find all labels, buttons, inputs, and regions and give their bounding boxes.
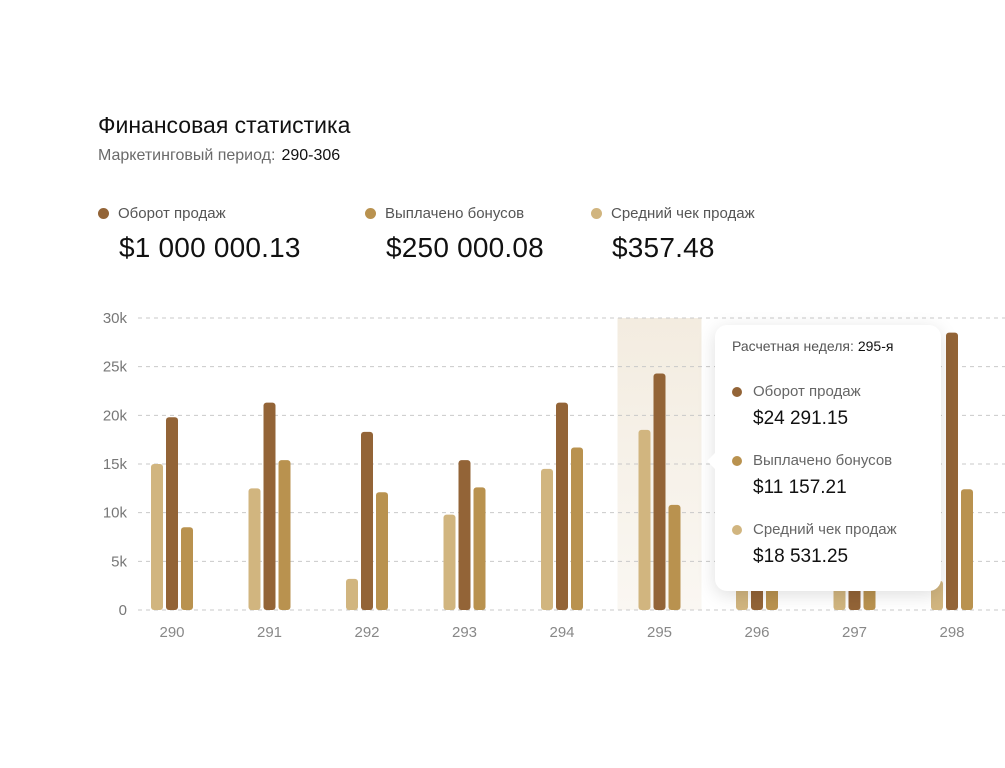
- x-tick-label: 292: [354, 624, 379, 641]
- y-tick-label: 25k: [103, 359, 128, 376]
- kpi-avg-check-label: Средний чек продаж: [611, 205, 755, 222]
- bar[interactable]: [653, 373, 666, 610]
- y-tick-label: 10k: [103, 505, 128, 522]
- x-tick-label: 291: [257, 624, 282, 641]
- period-label: Маркетинговый период:: [98, 147, 276, 164]
- tooltip-bonuses-value: $11 157.21: [753, 477, 847, 498]
- bar[interactable]: [961, 489, 973, 610]
- bar[interactable]: [668, 504, 681, 610]
- kpi-turnover: Оборот продаж $1 000 000.13: [98, 205, 301, 264]
- bar[interactable]: [166, 417, 178, 610]
- x-tick-label: 296: [744, 624, 769, 641]
- tooltip-dot-avg-check: [732, 524, 742, 535]
- kpi-bonuses-value: $250 000.08: [386, 232, 544, 263]
- y-tick-label: 5k: [111, 553, 127, 570]
- tooltip-row-avg-check: Средний чек продаж $18 531.25: [732, 521, 897, 568]
- tooltip-header: Расчетная неделя: 295-я: [732, 338, 893, 354]
- bar[interactable]: [638, 429, 651, 610]
- x-tick-label: 290: [159, 624, 184, 641]
- tooltip-turnover-label: Оборот продаж: [753, 383, 861, 400]
- bar[interactable]: [361, 431, 373, 610]
- page-title: Финансовая статистика: [98, 112, 351, 138]
- x-tick-label: 298: [939, 624, 964, 641]
- tooltip-row-bonuses: Выплачено бонусов $11 157.21: [732, 452, 892, 499]
- x-tick-label: 294: [549, 624, 574, 641]
- period-value: 290-306: [281, 147, 341, 164]
- marketing-period: Маркетинговый период: 290-306: [98, 147, 340, 165]
- bar[interactable]: [556, 402, 568, 610]
- bar[interactable]: [376, 492, 388, 610]
- bar[interactable]: [248, 488, 261, 610]
- y-tick-label: 30k: [103, 310, 128, 327]
- tooltip-dot-bonuses: [732, 455, 742, 466]
- tooltip-arrow: [707, 453, 715, 469]
- bar[interactable]: [946, 332, 958, 610]
- chart-tooltip: Расчетная неделя: 295-я Оборот продаж $24…: [707, 325, 941, 591]
- tooltip-avg-check-label: Средний чек продаж: [753, 521, 897, 538]
- bar[interactable]: [181, 527, 193, 610]
- bar[interactable]: [443, 514, 456, 610]
- tooltip-dot-turnover: [732, 386, 742, 397]
- tooltip-turnover-value: $24 291.15: [753, 408, 849, 429]
- legend-dot-bonuses: [365, 208, 376, 219]
- legend-dot-avg-check: [591, 208, 602, 219]
- kpi-avg-check-value: $357.48: [612, 232, 715, 263]
- bar[interactable]: [458, 460, 471, 610]
- tooltip-bonuses-label: Выплачено бонусов: [753, 452, 893, 469]
- tooltip-week-value: 295-я: [857, 338, 894, 354]
- kpi-bonuses-label: Выплачено бонусов: [385, 205, 525, 222]
- x-tick-label: 297: [842, 624, 867, 641]
- kpi-bonuses: Выплачено бонусов $250 000.08: [365, 205, 544, 264]
- bar[interactable]: [571, 447, 583, 610]
- bar[interactable]: [346, 578, 358, 610]
- bar[interactable]: [151, 464, 163, 610]
- legend-dot-turnover: [98, 208, 109, 219]
- bar[interactable]: [278, 460, 291, 610]
- kpi-turnover-label: Оборот продаж: [118, 205, 226, 222]
- bar[interactable]: [263, 402, 276, 610]
- bar[interactable]: [473, 487, 486, 610]
- kpi-avg-check: Средний чек продаж $357.48: [591, 205, 755, 264]
- tooltip-week-label: Расчетная неделя:: [732, 338, 854, 354]
- kpi-turnover-value: $1 000 000.13: [119, 232, 301, 263]
- y-tick-label: 0: [119, 602, 127, 619]
- bar[interactable]: [541, 468, 553, 610]
- y-tick-label: 15k: [103, 456, 128, 473]
- x-tick-label: 293: [452, 624, 477, 641]
- y-tick-label: 20k: [103, 407, 128, 424]
- tooltip-row-turnover: Оборот продаж $24 291.15: [732, 383, 861, 430]
- tooltip-avg-check-value: $18 531.25: [753, 546, 849, 567]
- x-tick-label: 295: [647, 624, 672, 641]
